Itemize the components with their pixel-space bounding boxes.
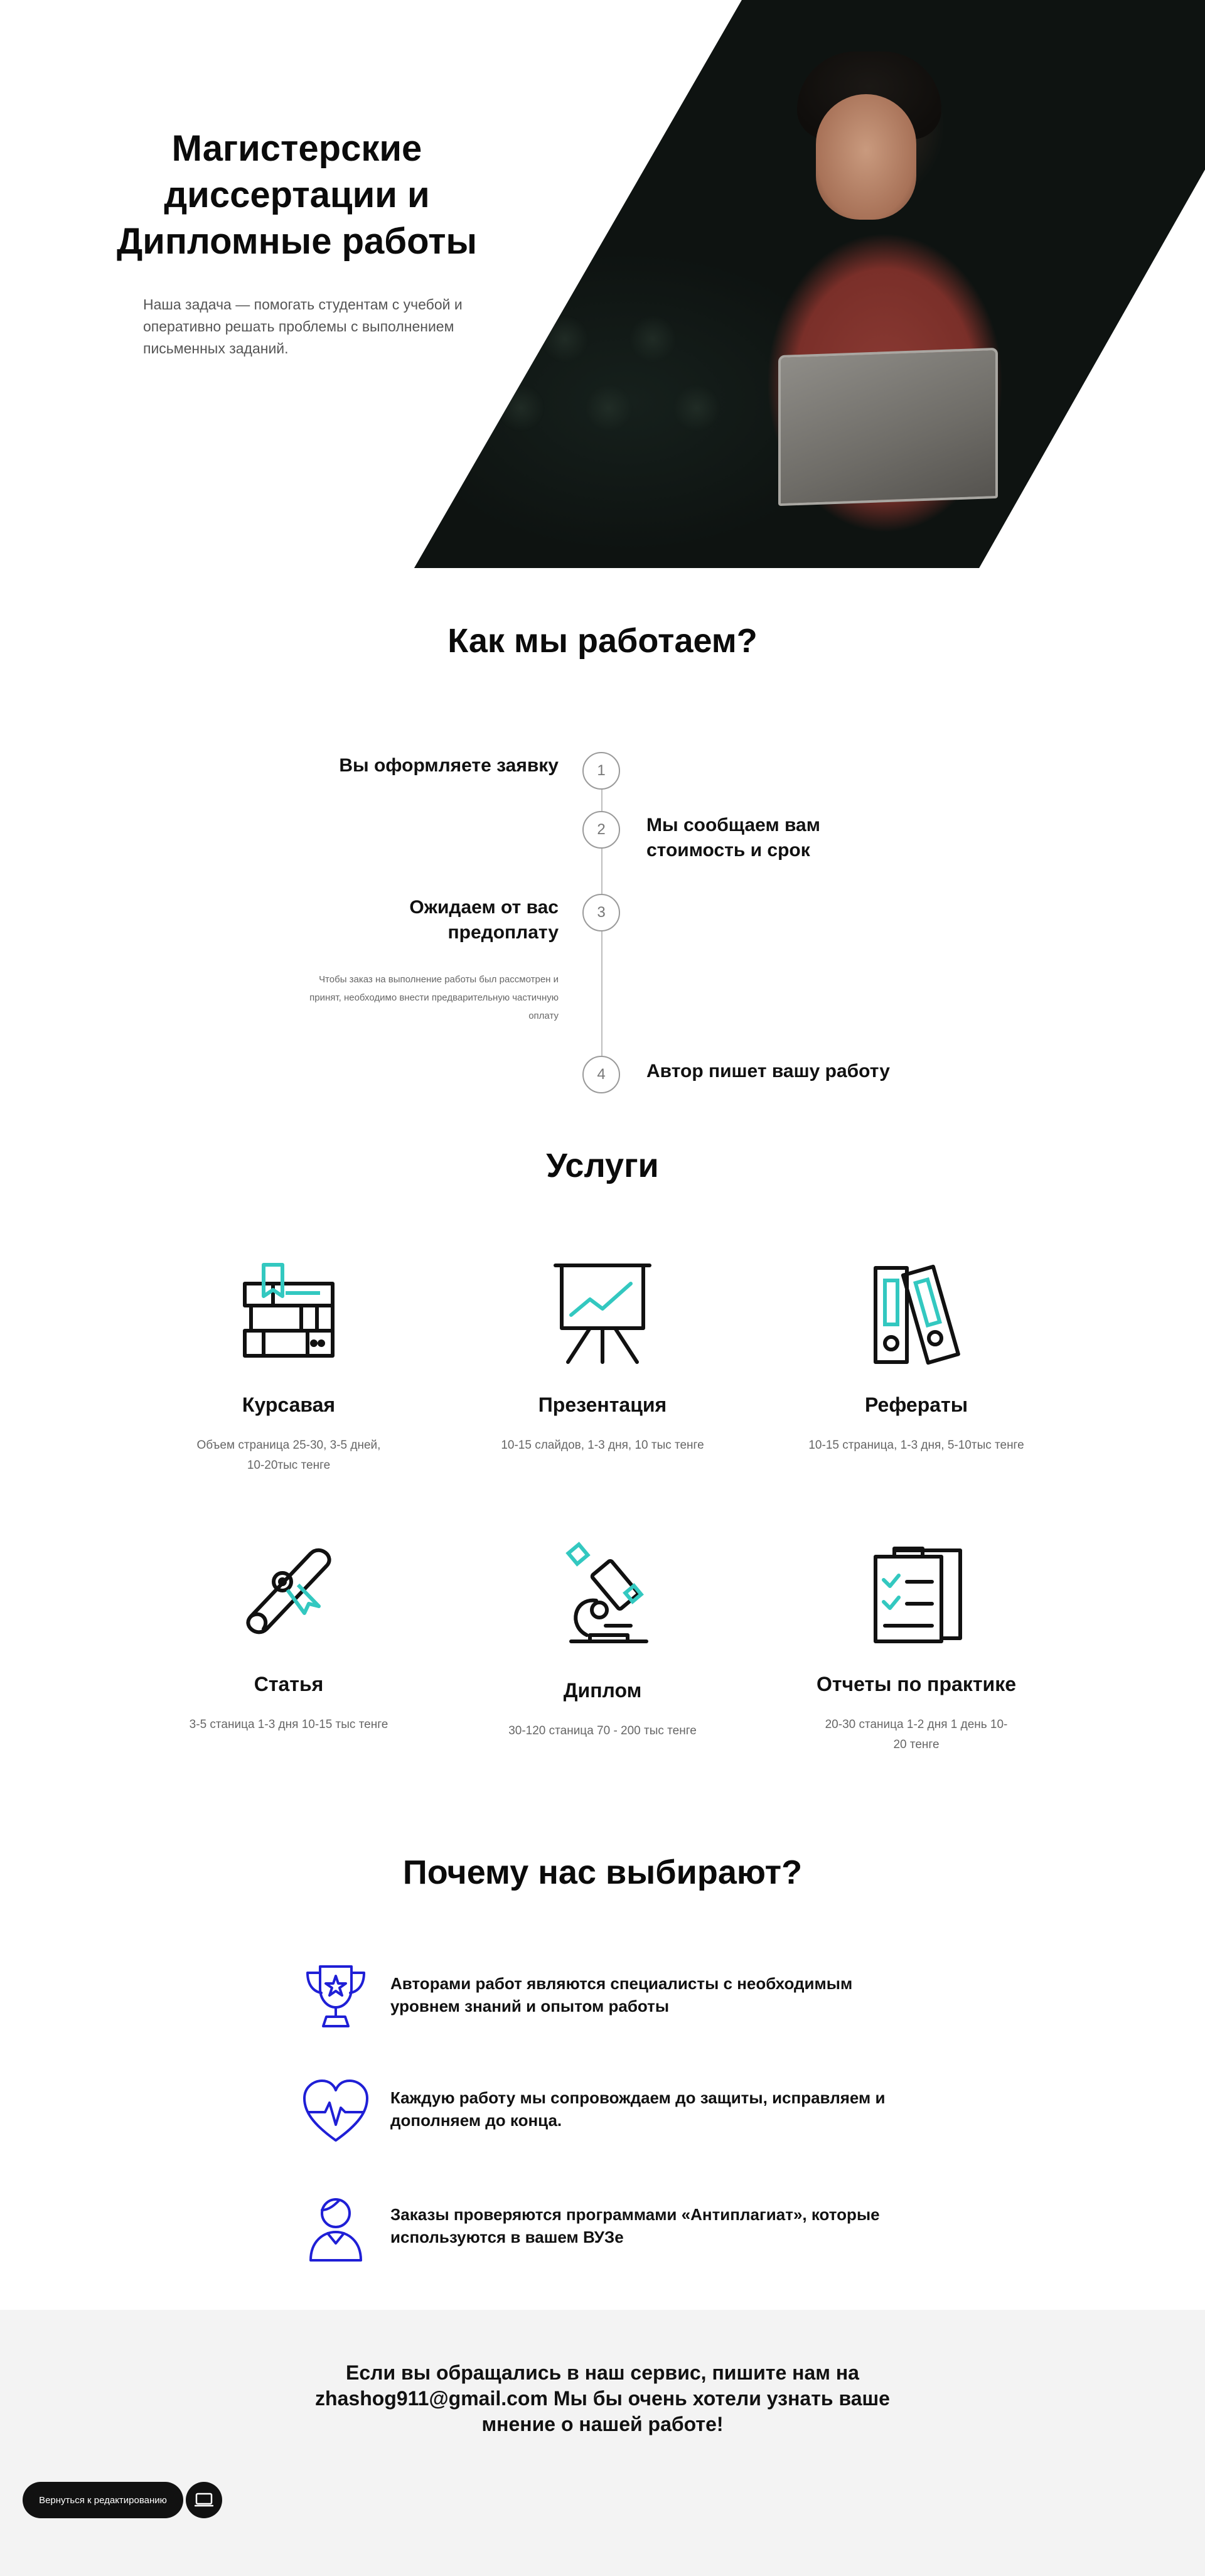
binders-icon	[874, 1264, 960, 1365]
step-circle-3: 3	[582, 894, 620, 931]
why-text-antiplagiat: Заказы проверяются программами «Антиплаг…	[390, 2205, 880, 2246]
hero-subtitle: Наша задача — помогать студентам с учебо…	[143, 296, 463, 357]
step-note-3: Чтобы заказ на выполнение работы был рас…	[309, 974, 559, 1021]
service-card-article: Статья 3-5 станица 1-3 дня 10-15 тыс тен…	[169, 1541, 408, 1735]
service-card-coursework: Курсавая Объем страница 25-30, 3-5 дней,…	[169, 1262, 408, 1476]
service-desc-diploma: 30-120 станица 70 - 200 тыс тенге	[508, 1724, 697, 1737]
hero-photo-laptop	[778, 347, 998, 507]
trophy-icon	[306, 1965, 365, 2027]
service-name-practice-reports: Отчеты по практике	[816, 1673, 1016, 1695]
service-card-practice-reports: Отчеты по практике 20-30 станица 1-2 дня…	[797, 1541, 1036, 1755]
heart-pulse-icon	[303, 2080, 368, 2142]
footer-section: Если вы обращались в наш сервис, пишите …	[0, 2310, 1205, 2576]
scroll-diploma-icon	[246, 1548, 331, 1634]
why-text-experts: Авторами работ являются специалисты с не…	[390, 1974, 853, 2015]
service-desc-practice-reports: 20-30 станица 1-2 дня 1 день 10-20 тенге	[825, 1718, 1008, 1751]
step-circle-2: 2	[582, 811, 620, 849]
service-card-presentation: Презентация 10-15 слайдов, 1-3 дня, 10 т…	[483, 1262, 722, 1456]
step-label-4: Автор пишет вашу работу	[646, 1061, 890, 1081]
how-we-work-title: Как мы работаем?	[447, 622, 758, 660]
step-circle-4: 4	[582, 1056, 620, 1093]
service-name-article: Статья	[254, 1673, 324, 1695]
monitor-icon	[195, 2493, 213, 2507]
hero-photo-face	[816, 94, 916, 220]
hero-photo	[414, 0, 1205, 568]
service-name-coursework: Курсавая	[242, 1393, 336, 1416]
service-name-reports: Рефераты	[864, 1393, 968, 1416]
service-desc-reports: 10-15 страница, 1-3 дня, 5-10тыс тенге	[808, 1439, 1024, 1452]
why-item-support: Каждую работу мы сопровождаем до защиты,…	[301, 2078, 904, 2147]
service-card-reports: Рефераты 10-15 страница, 1-3 дня, 5-10ты…	[797, 1262, 1036, 1456]
presentation-board-icon	[554, 1264, 651, 1364]
clipboard-checklist-icon	[874, 1547, 962, 1643]
hero-title: Магистерские диссертации и Дипломные раб…	[116, 128, 478, 262]
why-item-antiplagiat: Заказы проверяются программами «Антиплаг…	[301, 2194, 904, 2263]
footer-contact-text: Если вы обращались в наш сервис, пишите …	[315, 2361, 890, 2435]
step-label-1: Вы оформляете заявку	[339, 755, 559, 776]
hero-text-block: Магистерские диссертации и Дипломные раб…	[117, 126, 507, 360]
service-desc-coursework: Объем страница 25-30, 3-5 дней, 10-20тыс…	[196, 1439, 381, 1472]
service-name-diploma: Диплом	[563, 1679, 642, 1702]
user-icon	[309, 2198, 362, 2262]
why-item-experts: Авторами работ являются специалисты с не…	[301, 1963, 904, 2032]
service-name-presentation: Презентация	[538, 1393, 667, 1416]
service-desc-presentation: 10-15 слайдов, 1-3 дня, 10 тыс тенге	[501, 1439, 704, 1452]
service-card-diploma: Диплом 30-120 станица 70 - 200 тыс тенге	[483, 1541, 722, 1741]
service-desc-article: 3-5 станица 1-3 дня 10-15 тыс тенге	[189, 1718, 388, 1731]
step-label-2: Мы сообщаем вам стоимость и срок	[646, 815, 820, 861]
books-icon	[243, 1263, 335, 1358]
why-us-title: Почему нас выбирают?	[402, 1854, 803, 1891]
hero-section: Магистерские диссертации и Дипломные раб…	[0, 0, 1205, 568]
screen-preview-button[interactable]	[186, 2482, 222, 2518]
why-text-support: Каждую работу мы сопровождаем до защиты,…	[390, 2088, 886, 2130]
step-label-3: Ожидаем от вас предоплату	[409, 897, 559, 943]
services-title: Услуги	[546, 1147, 659, 1184]
microscope-icon	[565, 1542, 648, 1643]
step-circle-1: 1	[582, 752, 620, 790]
back-to-editing-button[interactable]: Вернуться к редактированию	[23, 2482, 183, 2518]
